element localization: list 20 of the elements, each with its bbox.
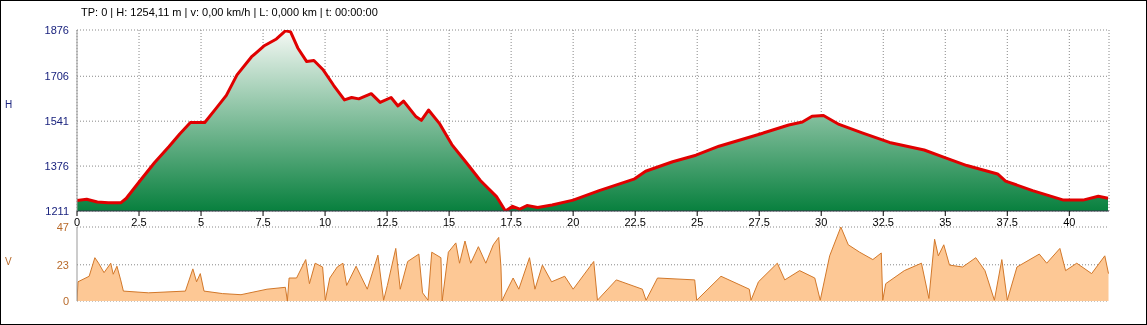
y-tick-label: 23 [56, 258, 69, 271]
y-tick-label: 1211 [45, 204, 69, 217]
x-tick-label: 5 [197, 215, 205, 228]
x-tick-label: 25 [691, 215, 704, 228]
text: TP: 0 | H: 1254,11 m | v: 0,00 km/h | L: 0,000 km | t: 00:00:00 [81, 6, 378, 18]
y-axis-title: V [5, 256, 12, 267]
x-tick-label: 15 [442, 215, 456, 228]
y-tick-label: 0 [62, 294, 69, 307]
y-tick-label: 1876 [44, 23, 69, 36]
y-tick-label: 1541 [44, 115, 69, 128]
x-tick-label: 35 [939, 215, 952, 228]
y-tick-label: 1376 [44, 160, 69, 172]
x-tick-label: 40 [1063, 215, 1076, 228]
y-axis-title: H [5, 99, 13, 110]
x-tick-label: 20 [567, 215, 580, 228]
y-tick-label: 1706 [44, 70, 69, 83]
x-tick-label: 0 [73, 215, 81, 228]
x-tick-label: 10 [318, 215, 332, 228]
y-tick-label: 47 [56, 220, 69, 233]
x-tick-label: 30 [815, 215, 828, 228]
